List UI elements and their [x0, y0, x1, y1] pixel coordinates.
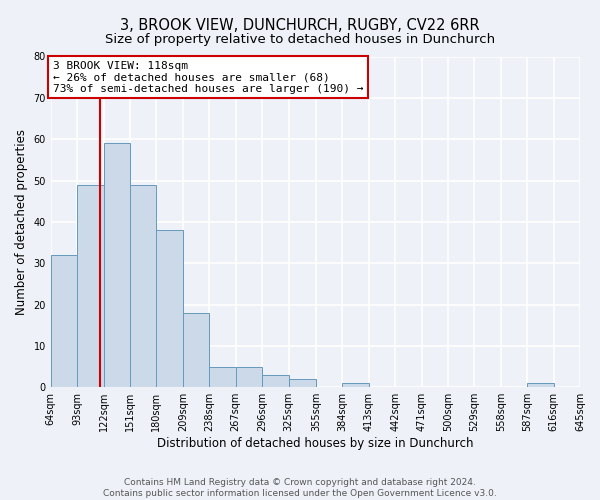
Bar	[183, 313, 209, 387]
Bar	[130, 184, 157, 387]
Bar	[527, 383, 554, 387]
Bar	[289, 379, 316, 387]
Bar	[77, 184, 104, 387]
X-axis label: Distribution of detached houses by size in Dunchurch: Distribution of detached houses by size …	[157, 437, 473, 450]
Bar	[262, 375, 289, 387]
Bar	[51, 255, 77, 387]
Text: Contains HM Land Registry data © Crown copyright and database right 2024.
Contai: Contains HM Land Registry data © Crown c…	[103, 478, 497, 498]
Bar	[104, 144, 130, 387]
Bar	[342, 383, 368, 387]
Y-axis label: Number of detached properties: Number of detached properties	[15, 129, 28, 315]
Bar	[157, 230, 183, 387]
Bar	[209, 366, 236, 387]
Text: 3, BROOK VIEW, DUNCHURCH, RUGBY, CV22 6RR: 3, BROOK VIEW, DUNCHURCH, RUGBY, CV22 6R…	[120, 18, 480, 32]
Bar	[236, 366, 262, 387]
Text: 3 BROOK VIEW: 118sqm
← 26% of detached houses are smaller (68)
73% of semi-detac: 3 BROOK VIEW: 118sqm ← 26% of detached h…	[53, 60, 363, 94]
Text: Size of property relative to detached houses in Dunchurch: Size of property relative to detached ho…	[105, 32, 495, 46]
